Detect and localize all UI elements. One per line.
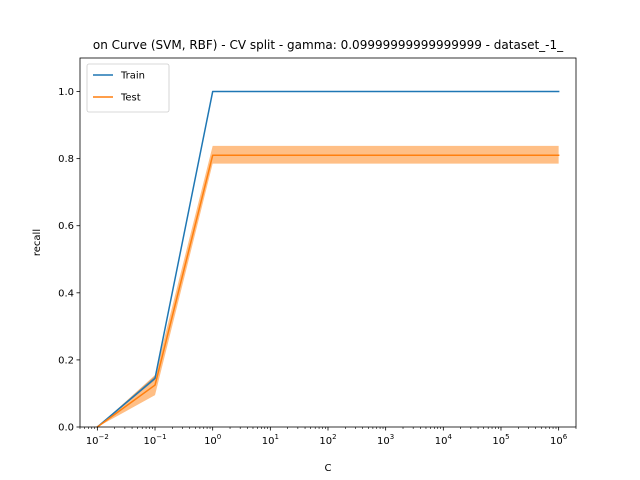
x-tick-label: 103: [377, 433, 394, 447]
confidence-bands: [97, 91, 559, 428]
x-tick-label: 10−2: [86, 433, 109, 447]
y-tick-label: 0.2: [58, 355, 74, 366]
legend-train-label: Train: [120, 71, 145, 82]
y-tick-label: 0.8: [58, 154, 74, 165]
x-tick-label: 106: [550, 433, 568, 447]
x-tick-label: 105: [492, 433, 509, 447]
test-line: [96, 154, 560, 429]
legend: Train Test: [86, 63, 170, 113]
y-axis-ticks: 0.0 0.2 0.4 0.6 0.8 1.0: [58, 87, 80, 434]
x-tick-label: 10−1: [143, 433, 166, 447]
x-axis-ticks: 10−2 10−1 100 101 102 103 104 105 106: [79, 427, 577, 447]
y-tick-label: 1.0: [58, 87, 74, 98]
legend-test-label: Test: [120, 93, 141, 104]
train-line: [96, 90, 560, 429]
y-tick-label: 0.6: [58, 221, 74, 232]
x-axis-label: C: [325, 463, 332, 474]
y-tick-label: 0.0: [58, 423, 74, 434]
x-tick-label: 102: [319, 433, 336, 447]
x-tick-label: 104: [435, 433, 453, 447]
x-tick-label: 101: [262, 433, 279, 447]
y-tick-label: 0.4: [58, 288, 74, 299]
series-lines: [96, 90, 560, 429]
test-band: [97, 145, 559, 427]
chart-title: on Curve (SVM, RBF) - CV split - gamma: …: [93, 38, 564, 52]
y-axis-label: recall: [32, 229, 43, 256]
legend-entries: Train Test: [93, 71, 145, 104]
x-tick-label: 100: [204, 433, 221, 447]
legend-box: [86, 63, 170, 113]
